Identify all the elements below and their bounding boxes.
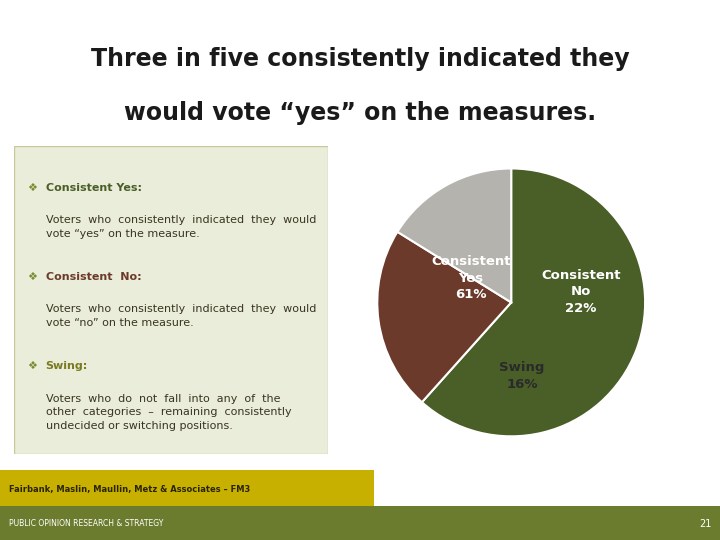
FancyBboxPatch shape — [14, 146, 328, 454]
Text: Consistent  No:: Consistent No: — [46, 272, 141, 282]
Text: Swing
16%: Swing 16% — [499, 361, 544, 391]
Text: Consistent
Yes
61%: Consistent Yes 61% — [431, 255, 510, 301]
Text: Voters  who  do  not  fall  into  any  of  the
other  categories  –  remaining  : Voters who do not fall into any of the o… — [46, 394, 292, 431]
Text: Consistent Yes:: Consistent Yes: — [46, 183, 142, 193]
Wedge shape — [397, 168, 511, 302]
Text: Fairbank, Maslin, Maullin, Metz & Associates – FM3: Fairbank, Maslin, Maullin, Metz & Associ… — [9, 485, 250, 494]
Text: PUBLIC OPINION RESEARCH & STRATEGY: PUBLIC OPINION RESEARCH & STRATEGY — [9, 519, 163, 528]
Text: 21: 21 — [699, 519, 711, 529]
Text: Three in five consistently indicated they: Three in five consistently indicated the… — [91, 48, 629, 71]
Bar — [0, 470, 374, 507]
Text: ❖: ❖ — [27, 361, 37, 372]
Text: Voters  who  consistently  indicated  they  would
vote “no” on the measure.: Voters who consistently indicated they w… — [46, 305, 316, 328]
Wedge shape — [377, 232, 511, 402]
Bar — [0, 507, 720, 540]
Text: would vote “yes” on the measures.: would vote “yes” on the measures. — [124, 102, 596, 125]
Text: ❖: ❖ — [27, 183, 37, 193]
Text: Consistent
No
22%: Consistent No 22% — [541, 269, 621, 315]
Wedge shape — [422, 168, 645, 436]
Text: ❖: ❖ — [27, 272, 37, 282]
Text: Voters  who  consistently  indicated  they  would
vote “yes” on the measure.: Voters who consistently indicated they w… — [46, 215, 316, 239]
Text: Swing:: Swing: — [46, 361, 88, 372]
